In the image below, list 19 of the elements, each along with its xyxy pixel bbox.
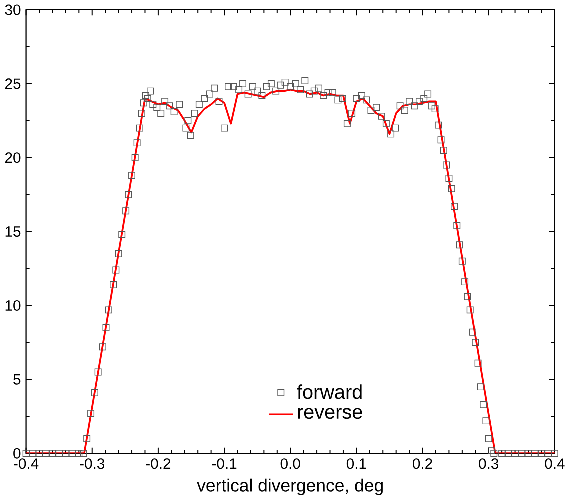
x-axis-title: vertical divergence, deg <box>197 478 383 496</box>
x-tick-label: 0.1 <box>346 458 366 470</box>
x-tick-label: 0.3 <box>479 458 499 470</box>
y-tick-label: 10 <box>6 300 21 311</box>
legend-label: reverse <box>298 408 362 420</box>
y-tick-label: 20 <box>5 152 21 164</box>
x-tick-label: 0.2 <box>413 458 432 470</box>
x-tick-label: -0.1 <box>212 458 237 470</box>
y-tick-label: 0 <box>14 448 21 459</box>
x-tick-label: 0.0 <box>280 458 300 470</box>
x-tick-label: -0.2 <box>146 458 171 470</box>
x-tick-label: 0.4 <box>545 458 565 470</box>
x-tick-label: -0.3 <box>80 458 105 470</box>
x-tick-label: -0.4 <box>14 458 39 470</box>
y-tick-label: 25 <box>5 78 21 90</box>
y-tick-label: 5 <box>14 374 21 385</box>
y-tick-label: 15 <box>6 226 21 237</box>
legend-label: forward <box>297 384 362 400</box>
y-tick-label: 30 <box>5 4 21 16</box>
